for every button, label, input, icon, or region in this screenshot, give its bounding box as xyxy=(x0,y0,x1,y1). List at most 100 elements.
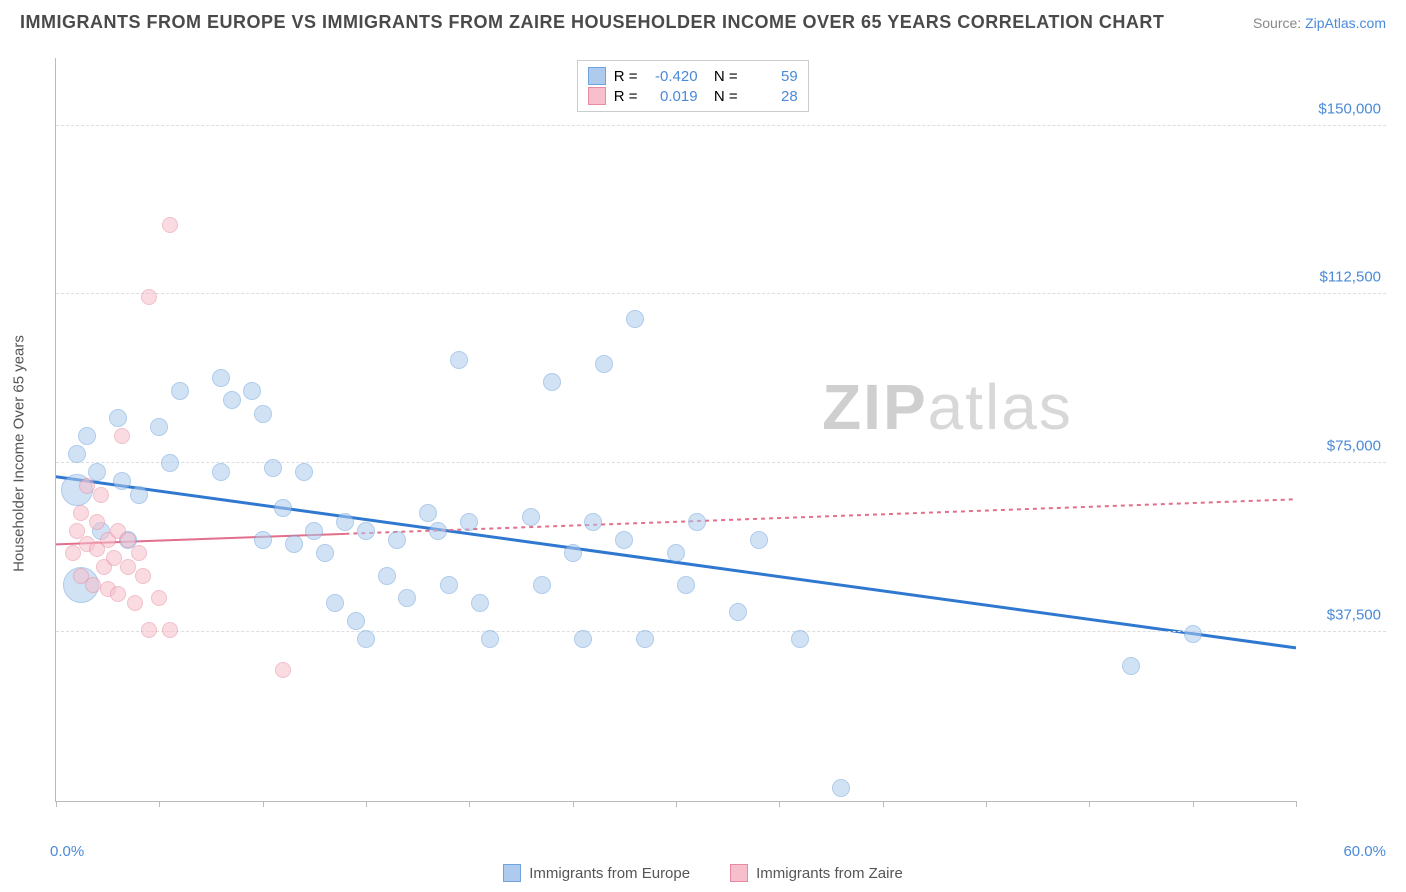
data-point xyxy=(1122,657,1140,675)
data-point xyxy=(357,630,375,648)
data-point xyxy=(460,513,478,531)
x-tick xyxy=(779,801,780,807)
data-point xyxy=(161,454,179,472)
y-tick-label: $112,500 xyxy=(1320,269,1381,286)
data-point xyxy=(305,522,323,540)
x-tick xyxy=(159,801,160,807)
data-point xyxy=(626,310,644,328)
data-point xyxy=(264,459,282,477)
data-point xyxy=(212,369,230,387)
source-link[interactable]: ZipAtlas.com xyxy=(1305,15,1386,31)
data-point xyxy=(171,382,189,400)
data-point xyxy=(688,513,706,531)
stat-n-zaire: 28 xyxy=(746,88,798,105)
data-point xyxy=(141,289,157,305)
stat-n-label: N = xyxy=(706,88,738,105)
stats-legend: R = -0.420 N = 59 R = 0.019 N = 28 xyxy=(577,60,809,112)
data-point xyxy=(750,531,768,549)
gridline xyxy=(56,462,1386,463)
data-point xyxy=(254,405,272,423)
legend-item-zaire: Immigrants from Zaire xyxy=(730,864,903,882)
data-point xyxy=(243,382,261,400)
data-point xyxy=(162,217,178,233)
y-tick-label: $37,500 xyxy=(1327,607,1381,624)
watermark-bold: ZIP xyxy=(822,371,928,443)
data-point xyxy=(114,428,130,444)
data-point xyxy=(595,355,613,373)
y-tick-label: $75,000 xyxy=(1327,438,1381,455)
stat-r-label: R = xyxy=(614,68,638,85)
data-point xyxy=(316,544,334,562)
data-point xyxy=(212,463,230,481)
gridline xyxy=(56,293,1386,294)
legend-label-europe: Immigrants from Europe xyxy=(529,865,690,882)
data-point xyxy=(274,499,292,517)
data-point xyxy=(357,522,375,540)
data-point xyxy=(162,622,178,638)
x-tick xyxy=(676,801,677,807)
plot-wrap: Householder Income Over 65 years ZIPatla… xyxy=(55,58,1386,832)
x-label-max: 60.0% xyxy=(1343,843,1386,860)
x-tick xyxy=(1089,801,1090,807)
data-point xyxy=(150,418,168,436)
data-point xyxy=(584,513,602,531)
data-point xyxy=(73,505,89,521)
data-point xyxy=(450,351,468,369)
data-point xyxy=(68,445,86,463)
data-point xyxy=(93,487,109,503)
data-point xyxy=(533,576,551,594)
legend-swatch-europe xyxy=(503,864,521,882)
data-point xyxy=(336,513,354,531)
gridline xyxy=(56,125,1386,126)
data-point xyxy=(429,522,447,540)
legend-item-europe: Immigrants from Europe xyxy=(503,864,690,882)
data-point xyxy=(285,535,303,553)
swatch-zaire xyxy=(588,87,606,105)
y-axis-title: Householder Income Over 65 years xyxy=(11,335,28,572)
data-point xyxy=(1184,625,1202,643)
x-tick xyxy=(1193,801,1194,807)
data-point xyxy=(564,544,582,562)
stat-n-label: N = xyxy=(706,68,738,85)
data-point xyxy=(79,478,95,494)
stat-r-zaire: 0.019 xyxy=(646,88,698,105)
data-point xyxy=(574,630,592,648)
data-point xyxy=(109,409,127,427)
data-point xyxy=(378,567,396,585)
data-point xyxy=(223,391,241,409)
source: Source: ZipAtlas.com xyxy=(1253,15,1386,31)
stats-row-europe: R = -0.420 N = 59 xyxy=(588,67,798,85)
stat-r-label: R = xyxy=(614,88,638,105)
data-point xyxy=(254,531,272,549)
data-point xyxy=(131,545,147,561)
data-point xyxy=(398,589,416,607)
data-point xyxy=(130,486,148,504)
trend-lines xyxy=(56,58,1296,801)
data-point xyxy=(120,559,136,575)
x-tick xyxy=(986,801,987,807)
swatch-europe xyxy=(588,67,606,85)
title-bar: IMMIGRANTS FROM EUROPE VS IMMIGRANTS FRO… xyxy=(0,0,1406,41)
x-tick xyxy=(469,801,470,807)
legend-swatch-zaire xyxy=(730,864,748,882)
stats-row-zaire: R = 0.019 N = 28 xyxy=(588,87,798,105)
scatter-plot: ZIPatlas R = -0.420 N = 59 R = 0.019 N =… xyxy=(55,58,1296,802)
data-point xyxy=(113,472,131,490)
data-point xyxy=(615,531,633,549)
x-tick xyxy=(366,801,367,807)
watermark: ZIPatlas xyxy=(822,370,1073,444)
data-point xyxy=(667,544,685,562)
y-tick-label: $150,000 xyxy=(1318,100,1381,117)
data-point xyxy=(106,550,122,566)
data-point xyxy=(295,463,313,481)
legend-label-zaire: Immigrants from Zaire xyxy=(756,865,903,882)
data-point xyxy=(636,630,654,648)
data-point xyxy=(78,427,96,445)
stat-n-europe: 59 xyxy=(746,68,798,85)
data-point xyxy=(326,594,344,612)
data-point xyxy=(481,630,499,648)
data-point xyxy=(110,586,126,602)
data-point xyxy=(141,622,157,638)
data-point xyxy=(347,612,365,630)
x-tick xyxy=(573,801,574,807)
